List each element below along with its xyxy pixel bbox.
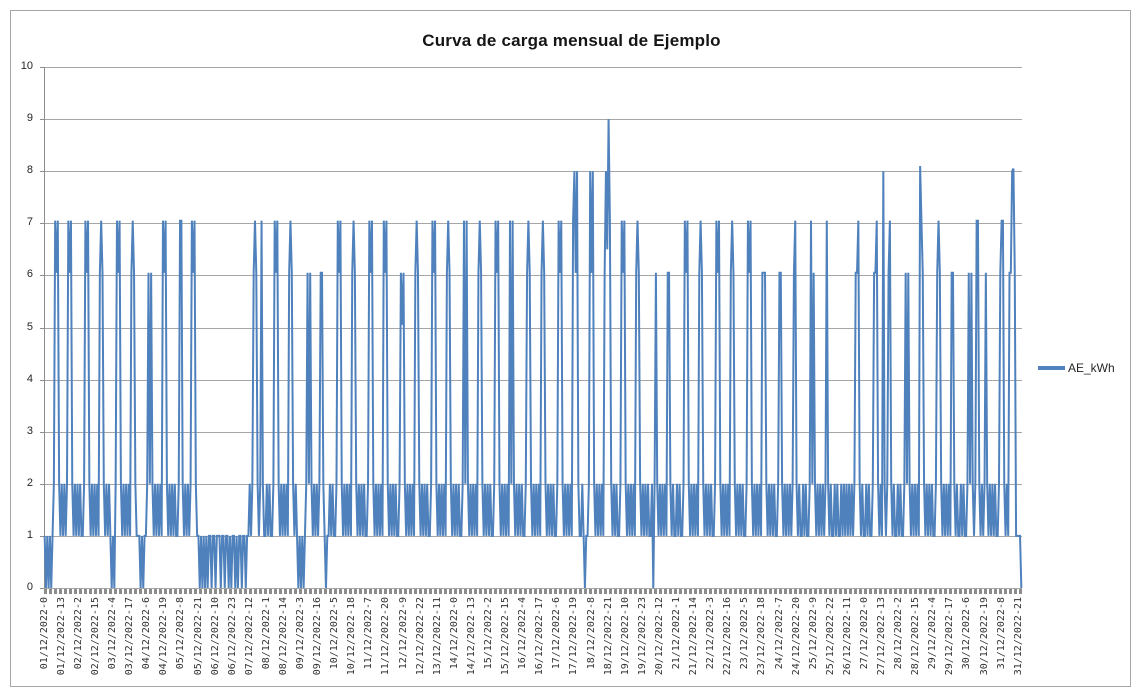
chart-border (10, 10, 1131, 687)
x-axis-label: 17/12/2022-6 (551, 597, 563, 670)
y-axis-label: 4 (26, 372, 33, 385)
x-axis-label: 30/12/2022-19 (978, 597, 990, 676)
x-axis-label: 19/12/2022-10 (619, 597, 631, 676)
y-axis-label: 2 (26, 476, 33, 489)
x-axis-label: 05/12/2022-21 (192, 597, 204, 676)
y-axis-label: 9 (26, 112, 33, 125)
x-axis-label: 30/12/2022-6 (961, 597, 973, 670)
x-axis-label: 14/12/2022-13 (465, 597, 477, 676)
x-axis-label: 31/12/2022-21 (1012, 597, 1024, 676)
x-axis-label: 29/12/2022-4 (927, 597, 939, 670)
x-axis-label: 01/12/2022-0 (38, 597, 50, 670)
x-axis-label: 05/12/2022-8 (175, 597, 187, 670)
x-axis-label: 10/12/2022-18 (346, 597, 358, 676)
x-axis-label: 20/12/2022-12 (653, 597, 665, 676)
x-axis-label: 09/12/2022-16 (312, 597, 324, 676)
x-axis-label: 23/12/2022-18 (756, 597, 768, 676)
x-axis-label: 11/12/2022-20 (380, 597, 392, 676)
x-axis-label: 02/12/2022-15 (89, 597, 101, 676)
x-axis-label: 10/12/2022-5 (329, 597, 341, 670)
x-axis-label: 28/12/2022-2 (893, 597, 905, 670)
x-axis-label: 02/12/2022-2 (72, 597, 84, 670)
y-axis-label: 1 (26, 528, 33, 541)
y-axis-label: 3 (26, 424, 33, 437)
legend-item[interactable]: AE_kWh (1038, 361, 1115, 375)
x-axis-label: 03/12/2022-17 (124, 597, 136, 676)
x-axis-label: 14/12/2022-0 (448, 597, 460, 670)
x-axis-label: 22/12/2022-16 (722, 597, 734, 676)
x-axis-label: 25/12/2022-22 (824, 597, 836, 676)
x-axis-label: 15/12/2022-2 (483, 597, 494, 670)
x-axis-label: 16/12/2022-4 (517, 597, 529, 670)
x-axis-label: 25/12/2022-9 (807, 597, 819, 670)
x-axis-label: 27/12/2022-0 (858, 597, 870, 670)
x-axis-label: 15/12/2022-15 (500, 597, 512, 676)
legend-line-icon (1038, 366, 1065, 370)
x-axis-label: 03/12/2022-4 (107, 597, 118, 670)
y-axis-label: 5 (26, 320, 33, 333)
x-axis-tick-strip (44, 589, 1022, 594)
x-axis-label: 17/12/2022-19 (568, 597, 580, 676)
x-axis-label: 27/12/2022-13 (876, 597, 887, 676)
x-axis-label: 07/12/2022-12 (243, 597, 255, 676)
y-axis-label: 0 (26, 581, 33, 593)
x-axis-label: 22/12/2022-3 (705, 597, 717, 670)
x-axis-label: 18/12/2022-21 (602, 597, 614, 676)
x-axis-label: 01/12/2022-13 (55, 597, 67, 676)
x-axis-label: 04/12/2022-19 (158, 597, 170, 676)
x-axis-label: 08/12/2022-1 (260, 597, 272, 670)
x-axis-label: 13/12/2022-11 (431, 597, 443, 676)
x-axis-label: 12/12/2022-22 (414, 597, 426, 676)
x-axis-label: 19/12/2022-23 (636, 597, 648, 676)
x-axis-label: 29/12/2022-17 (944, 597, 956, 676)
chart-title: Curva de carga mensual de Ejemplo (422, 31, 721, 50)
x-axis-label: 11/12/2022-7 (363, 597, 375, 670)
x-axis-label: 12/12/2022-9 (397, 597, 409, 670)
y-axis-label: 10 (20, 60, 33, 72)
x-axis-label: 28/12/2022-15 (910, 597, 922, 676)
y-axis-label: 6 (26, 268, 33, 281)
x-axis-label: 26/12/2022-11 (841, 597, 853, 676)
x-axis-label: 06/12/2022-10 (209, 597, 221, 676)
x-axis-label: 23/12/2022-5 (739, 597, 751, 670)
plot-area[interactable] (36, 67, 1026, 595)
x-axis-label: 24/12/2022-20 (790, 597, 802, 676)
y-axis-label: 8 (26, 164, 33, 177)
x-axis-label: 04/12/2022-6 (141, 597, 153, 670)
x-axis-label: 18/12/2022-8 (585, 597, 597, 670)
x-axis-label: 16/12/2022-17 (534, 597, 546, 676)
x-axis-label: 06/12/2022-23 (226, 597, 238, 676)
x-axis-label: 21/12/2022-1 (670, 597, 682, 670)
x-axis-label: 21/12/2022-14 (688, 597, 699, 676)
y-axis-label: 7 (26, 216, 33, 229)
x-axis-label: 24/12/2022-7 (773, 597, 785, 670)
x-axis-label: 09/12/2022-3 (295, 597, 306, 670)
x-axis-label: 08/12/2022-14 (277, 597, 289, 676)
x-axis-label: 31/12/2022-8 (995, 597, 1007, 670)
legend-label: AE_kWh (1068, 361, 1115, 375)
